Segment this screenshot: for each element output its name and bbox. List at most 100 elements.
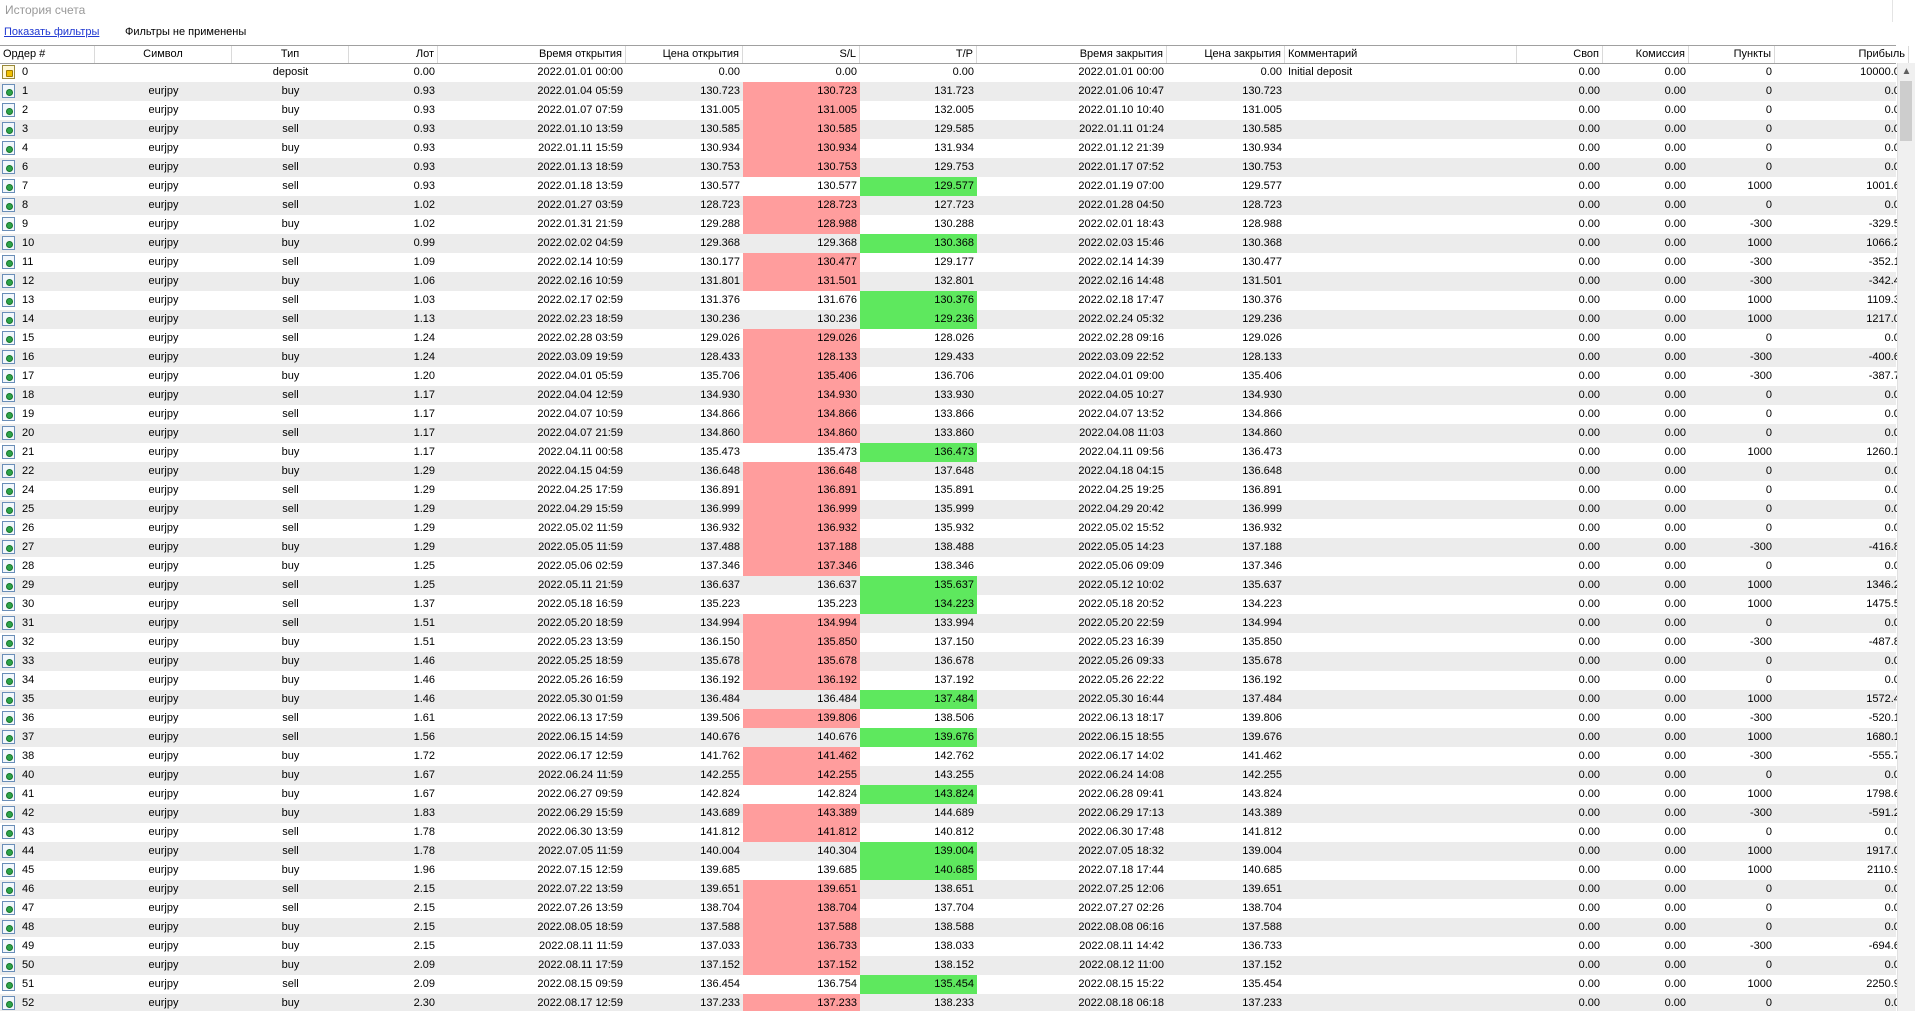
cell-tp: 135.891: [934, 484, 974, 496]
cell-close-time: 2022.04.07 13:52: [1078, 408, 1164, 420]
table-row[interactable]: 28 eurjpy buy 1.25 2022.05.06 02:59 137.346 13…: [0, 557, 1906, 576]
cell-symbol: eurjpy: [148, 218, 179, 230]
table-row[interactable]: 9 eurjpy buy 1.02 2022.01.31 21:59 129.288 128…: [0, 215, 1906, 234]
cell-swap: 0.00: [1578, 427, 1600, 439]
cell-type: sell: [282, 294, 299, 306]
column-header-symbol[interactable]: Символ: [95, 46, 232, 63]
column-header-comment[interactable]: Комментарий: [1285, 46, 1517, 63]
table-row[interactable]: 16 eurjpy buy 1.24 2022.03.09 19:59 128.433 12…: [0, 348, 1906, 367]
cell-profit: 10000.00: [1860, 66, 1906, 78]
table-row[interactable]: 33 eurjpy buy 1.46 2022.05.25 18:59 135.678 13…: [0, 652, 1906, 671]
table-row[interactable]: 17 eurjpy buy 1.20 2022.04.01 05:59 135.706 13…: [0, 367, 1906, 386]
column-header-open-time[interactable]: Время открытия: [438, 46, 626, 63]
cell-type: buy: [281, 750, 300, 762]
cell-open-time: 2022.06.27 09:59: [537, 788, 623, 800]
table-row[interactable]: 22 eurjpy buy 1.29 2022.04.15 04:59 136.648 13…: [0, 462, 1906, 481]
table-row[interactable]: 34 eurjpy buy 1.46 2022.05.26 16:59 136.192 13…: [0, 671, 1906, 690]
table-row[interactable]: 47 eurjpy sell 2.15 2022.07.26 13:59 138.704 1…: [0, 899, 1906, 918]
table-row[interactable]: 3 eurjpy sell 0.93 2022.01.10 13:59 130.585 13…: [0, 120, 1906, 139]
table-row[interactable]: 40 eurjpy buy 1.67 2022.06.24 11:59 142.255 14…: [0, 766, 1906, 785]
cell-type: sell: [282, 522, 299, 534]
table-row[interactable]: 42 eurjpy buy 1.83 2022.06.29 15:59 143.689 14…: [0, 804, 1906, 823]
table-row[interactable]: 50 eurjpy buy 2.09 2022.08.11 17:59 137.152 13…: [0, 956, 1906, 975]
table-row[interactable]: 46 eurjpy sell 2.15 2022.07.22 13:59 139.651 1…: [0, 880, 1906, 899]
titlebar-control[interactable]: [1892, 0, 1915, 22]
table-row[interactable]: 45 eurjpy buy 1.96 2022.07.15 12:59 139.685 13…: [0, 861, 1906, 880]
column-header-open-price[interactable]: Цена открытия: [626, 46, 743, 63]
column-header-commission[interactable]: Комисcия: [1603, 46, 1689, 63]
cell-comment: [1285, 215, 1517, 234]
column-header-close-price[interactable]: Цена закрытия: [1167, 46, 1285, 63]
cell-open-time: 2022.04.01 05:59: [537, 370, 623, 382]
cell-tp: 132.005: [934, 104, 974, 116]
table-row[interactable]: 0 deposit 0.00 2022.01.01 00:00 0.00 0.00 0.00…: [0, 63, 1906, 82]
table-row[interactable]: 24 eurjpy sell 1.29 2022.04.25 17:59 136.891 1…: [0, 481, 1906, 500]
table-row[interactable]: 38 eurjpy buy 1.72 2022.06.17 12:59 141.762 14…: [0, 747, 1906, 766]
cell-close-time: 2022.05.20 22:59: [1078, 617, 1164, 629]
column-header-profit[interactable]: Прибыль: [1775, 46, 1909, 63]
table-row[interactable]: 1 eurjpy buy 0.93 2022.01.04 05:59 130.723 130…: [0, 82, 1906, 101]
cell-close-price: 130.723: [1242, 85, 1282, 97]
table-row[interactable]: 51 eurjpy sell 2.09 2022.08.15 09:59 136.454 1…: [0, 975, 1906, 994]
table-row[interactable]: 48 eurjpy buy 2.15 2022.08.05 18:59 137.588 13…: [0, 918, 1906, 937]
cell-order: 44: [22, 845, 35, 857]
table-row[interactable]: 2 eurjpy buy 0.93 2022.01.07 07:59 131.005 131…: [0, 101, 1906, 120]
table-row[interactable]: 4 eurjpy buy 0.93 2022.01.11 15:59 130.934 130…: [0, 139, 1906, 158]
column-header-order[interactable]: Ордер #: [0, 46, 95, 63]
table-row[interactable]: 43 eurjpy sell 1.78 2022.06.30 13:59 141.812 1…: [0, 823, 1906, 842]
column-header-close-time[interactable]: Время закрытия: [977, 46, 1167, 63]
column-header-tp[interactable]: T/P: [860, 46, 977, 63]
cell-open-time: 2022.04.04 12:59: [537, 389, 623, 401]
table-row[interactable]: 26 eurjpy sell 1.29 2022.05.02 11:59 136.932 1…: [0, 519, 1906, 538]
scroll-up-arrow-icon[interactable]: ▲: [1901, 66, 1912, 77]
table-row[interactable]: 7 eurjpy sell 0.93 2022.01.18 13:59 130.577 13…: [0, 177, 1906, 196]
cell-profit: -387.72: [1868, 370, 1906, 382]
table-row[interactable]: 52 eurjpy buy 2.30 2022.08.17 12:59 137.233 13…: [0, 994, 1906, 1011]
cell-sl: 135.473: [817, 446, 857, 458]
cell-symbol: eurjpy: [148, 997, 179, 1009]
cell-points: 0: [1765, 826, 1772, 838]
show-filters-link[interactable]: Показать фильтры: [4, 26, 100, 38]
table-row[interactable]: 44 eurjpy sell 1.78 2022.07.05 11:59 140.004 1…: [0, 842, 1906, 861]
table-row[interactable]: 19 eurjpy sell 1.17 2022.04.07 10:59 134.866 1…: [0, 405, 1906, 424]
table-row[interactable]: 14 eurjpy sell 1.13 2022.02.23 18:59 130.236 1…: [0, 310, 1906, 329]
table-row[interactable]: 25 eurjpy sell 1.29 2022.04.29 15:59 136.999 1…: [0, 500, 1906, 519]
table-row[interactable]: 36 eurjpy sell 1.61 2022.06.13 17:59 139.506 1…: [0, 709, 1906, 728]
vertical-scrollbar[interactable]: ▲: [1897, 63, 1915, 1011]
column-header-swap[interactable]: Своп: [1517, 46, 1603, 63]
table-row[interactable]: 6 eurjpy sell 0.93 2022.01.13 18:59 130.753 13…: [0, 158, 1906, 177]
cell-close-price: 136.473: [1242, 446, 1282, 458]
table-row[interactable]: 12 eurjpy buy 1.06 2022.02.16 10:59 131.801 13…: [0, 272, 1906, 291]
cell-open-price: 140.004: [700, 845, 740, 857]
cell-open-time: 2022.02.16 10:59: [537, 275, 623, 287]
table-row[interactable]: 18 eurjpy sell 1.17 2022.04.04 12:59 134.930 1…: [0, 386, 1906, 405]
table-row[interactable]: 20 eurjpy sell 1.17 2022.04.07 21:59 134.860 1…: [0, 424, 1906, 443]
cell-open-time: 2022.07.15 12:59: [537, 864, 623, 876]
table-row[interactable]: 30 eurjpy sell 1.37 2022.05.18 16:59 135.223 1…: [0, 595, 1906, 614]
cell-lot: 2.15: [413, 883, 435, 895]
cell-symbol: eurjpy: [148, 484, 179, 496]
column-header-sl[interactable]: S/L: [743, 46, 860, 63]
table-row[interactable]: 35 eurjpy buy 1.46 2022.05.30 01:59 136.484 13…: [0, 690, 1906, 709]
table-row[interactable]: 15 eurjpy sell 1.24 2022.02.28 03:59 129.026 1…: [0, 329, 1906, 348]
table-row[interactable]: 32 eurjpy buy 1.51 2022.05.23 13:59 136.150 13…: [0, 633, 1906, 652]
table-row[interactable]: 31 eurjpy sell 1.51 2022.05.20 18:59 134.994 1…: [0, 614, 1906, 633]
table-row[interactable]: 49 eurjpy buy 2.15 2022.08.11 11:59 137.033 13…: [0, 937, 1906, 956]
table-row[interactable]: 27 eurjpy buy 1.29 2022.05.05 11:59 137.488 13…: [0, 538, 1906, 557]
column-header-lot[interactable]: Лот: [349, 46, 438, 63]
cell-profit: 1066.24: [1866, 237, 1906, 249]
table-row[interactable]: 8 eurjpy sell 1.02 2022.01.27 03:59 128.723 12…: [0, 196, 1906, 215]
table-row[interactable]: 41 eurjpy buy 1.67 2022.06.27 09:59 142.824 14…: [0, 785, 1906, 804]
table-row[interactable]: 13 eurjpy sell 1.03 2022.02.17 02:59 131.376 1…: [0, 291, 1906, 310]
scrollbar-thumb[interactable]: [1900, 81, 1912, 141]
table-row[interactable]: 37 eurjpy sell 1.56 2022.06.15 14:59 140.676 1…: [0, 728, 1906, 747]
table-row[interactable]: 10 eurjpy buy 0.99 2022.02.02 04:59 129.368 12…: [0, 234, 1906, 253]
cell-open-time: 2022.01.18 13:59: [537, 180, 623, 192]
column-header-points[interactable]: Пункты: [1689, 46, 1775, 63]
table-row[interactable]: 21 eurjpy buy 1.17 2022.04.11 00:58 135.473 13…: [0, 443, 1906, 462]
column-header-type[interactable]: Тип: [232, 46, 349, 63]
table-row[interactable]: 11 eurjpy sell 1.09 2022.02.14 10:59 130.177 1…: [0, 253, 1906, 272]
table-row[interactable]: 29 eurjpy sell 1.25 2022.05.11 21:59 136.637 1…: [0, 576, 1906, 595]
cell-profit: 0.00: [1884, 408, 1906, 420]
order-icon: [2, 122, 15, 136]
